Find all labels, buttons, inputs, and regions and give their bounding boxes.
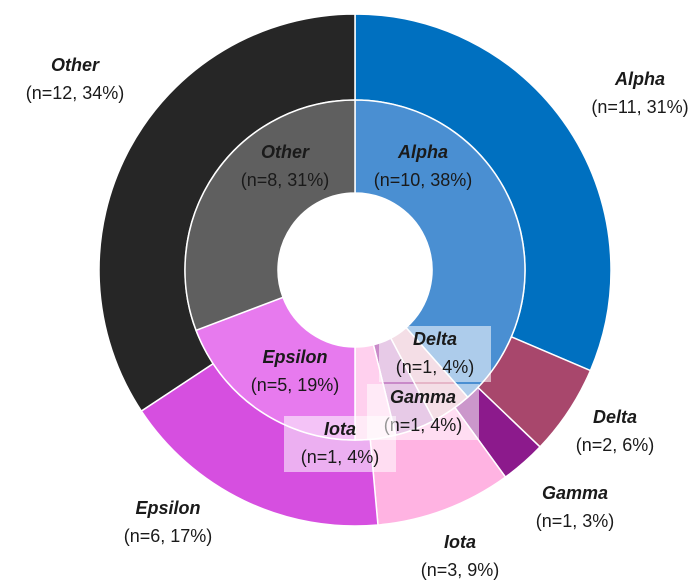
value-label: (n=8, 31%) xyxy=(241,170,330,190)
category-label: Other xyxy=(261,142,310,162)
value-label: (n=1, 4%) xyxy=(396,357,475,377)
value-label: (n=5, 19%) xyxy=(251,375,340,395)
category-label: Alpha xyxy=(397,142,448,162)
category-label: Other xyxy=(51,55,100,75)
category-label: Alpha xyxy=(614,69,665,89)
label-background xyxy=(284,416,396,472)
category-label: Delta xyxy=(413,329,457,349)
category-label: Epsilon xyxy=(135,498,200,518)
value-label: (n=12, 34%) xyxy=(26,83,125,103)
value-label: (n=1, 4%) xyxy=(301,447,380,467)
value-label: (n=3, 9%) xyxy=(421,560,500,580)
category-label: Iota xyxy=(324,419,356,439)
value-label: (n=10, 38%) xyxy=(374,170,473,190)
category-label: Iota xyxy=(444,532,476,552)
category-label: Delta xyxy=(593,407,637,427)
category-label: Gamma xyxy=(390,387,456,407)
donut-slice xyxy=(354,99,526,399)
category-label: Epsilon xyxy=(262,347,327,367)
label-background xyxy=(379,326,491,382)
value-label: (n=1, 4%) xyxy=(384,415,463,435)
value-label: (n=6, 17%) xyxy=(124,526,213,546)
value-label: (n=2, 6%) xyxy=(576,435,655,455)
value-label: (n=1, 3%) xyxy=(536,511,615,531)
category-label: Gamma xyxy=(542,483,608,503)
donut-slice xyxy=(184,99,356,332)
value-label: (n=11, 31%) xyxy=(591,97,688,117)
